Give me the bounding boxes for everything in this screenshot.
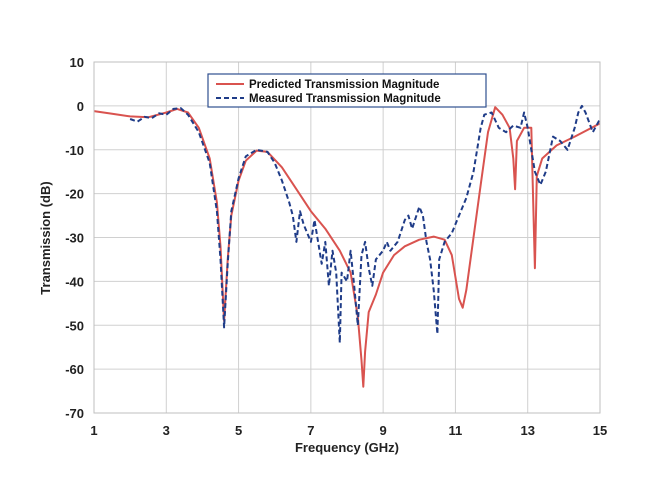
x-tick-label: 9	[380, 423, 387, 438]
x-tick-label: 13	[520, 423, 534, 438]
x-tick-labels: 1 3 5 7 9 11 13 15	[90, 423, 607, 438]
x-tick-label: 11	[449, 423, 463, 438]
legend-label-measured: Measured Transmission Magnitude	[249, 93, 441, 105]
y-tick-label: -70	[65, 406, 84, 421]
x-tick-label: 7	[307, 423, 314, 438]
legend-label-predicted: Predicted Transmission Magnitude	[249, 79, 439, 91]
x-tick-label: 1	[90, 423, 97, 438]
series-line-measured	[129, 104, 601, 344]
y-axis-title: Transmission (dB)	[38, 181, 53, 294]
x-axis-title: Frequency (GHz)	[295, 440, 399, 455]
series-group	[93, 104, 601, 388]
plot-frame	[93, 61, 601, 414]
x-tick-label: 15	[593, 423, 607, 438]
y-tick-label: -20	[65, 187, 84, 202]
legend: Predicted Transmission Magnitude Measure…	[207, 73, 487, 108]
x-tick-label: 5	[235, 423, 242, 438]
y-tick-label: -30	[65, 231, 84, 246]
y-tick-label: -50	[65, 318, 84, 333]
y-tick-label: 10	[70, 55, 84, 70]
y-tick-labels: 10 0 -10 -20 -30 -40 -50 -60 -70	[65, 55, 84, 421]
x-tick-label: 3	[163, 423, 170, 438]
y-tick-label: -10	[65, 143, 84, 158]
legend-box	[207, 73, 487, 108]
series-line-predicted	[93, 106, 601, 388]
y-tick-label: 0	[77, 99, 84, 114]
y-tick-label: -40	[65, 274, 84, 289]
y-tick-label: -60	[65, 362, 84, 377]
